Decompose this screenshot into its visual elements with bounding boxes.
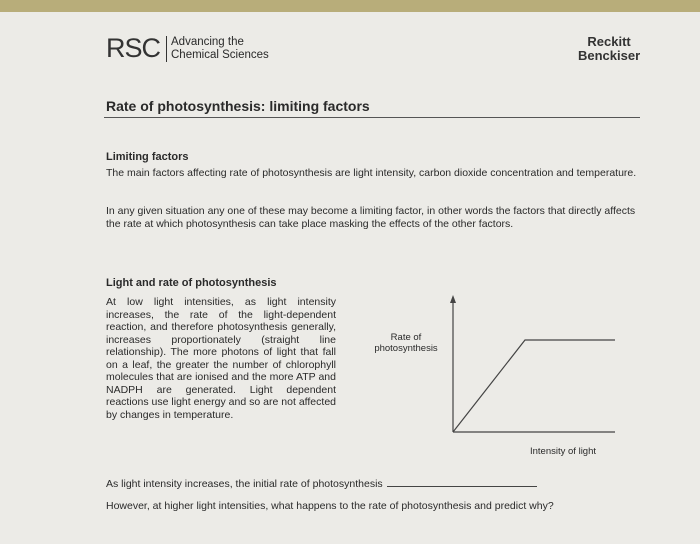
section-heading: Limiting factors	[106, 151, 189, 163]
tagline-line: Chemical Sciences	[171, 49, 269, 61]
worksheet	[0, 12, 700, 544]
logo: RSC	[106, 33, 161, 63]
paragraph: In any given situation any one of these …	[106, 205, 636, 230]
paragraph: The main factors affecting rate of photo…	[106, 167, 637, 179]
sponsor-line: Reckitt	[587, 34, 631, 49]
title: Rate of photosynthesis: limiting factors	[106, 98, 370, 114]
logo-tagline: Advancing the Chemical Sciences	[166, 36, 269, 62]
x-label: Intensity of light	[530, 446, 597, 457]
photo-edge	[0, 0, 700, 12]
question-text: As light intensity increases, the initia…	[106, 478, 383, 490]
paragraph: At low light intensities, as light inten…	[106, 296, 336, 421]
tagline-line: Advancing the	[171, 36, 244, 48]
arrow-head	[450, 295, 456, 303]
sponsor-line: Benckiser	[578, 48, 641, 63]
section-heading: Light and rate of photosynthesis	[106, 277, 277, 289]
title-rule	[104, 117, 640, 118]
question: As light intensity increases, the initia…	[106, 478, 537, 491]
curve	[452, 339, 615, 433]
question: However, at higher light intensities, wh…	[106, 500, 554, 512]
sponsor: Reckitt Benckiser	[578, 35, 640, 63]
graph	[450, 295, 615, 433]
answer-line	[386, 486, 537, 487]
y-label: Rate of photosynthesis	[374, 332, 438, 354]
